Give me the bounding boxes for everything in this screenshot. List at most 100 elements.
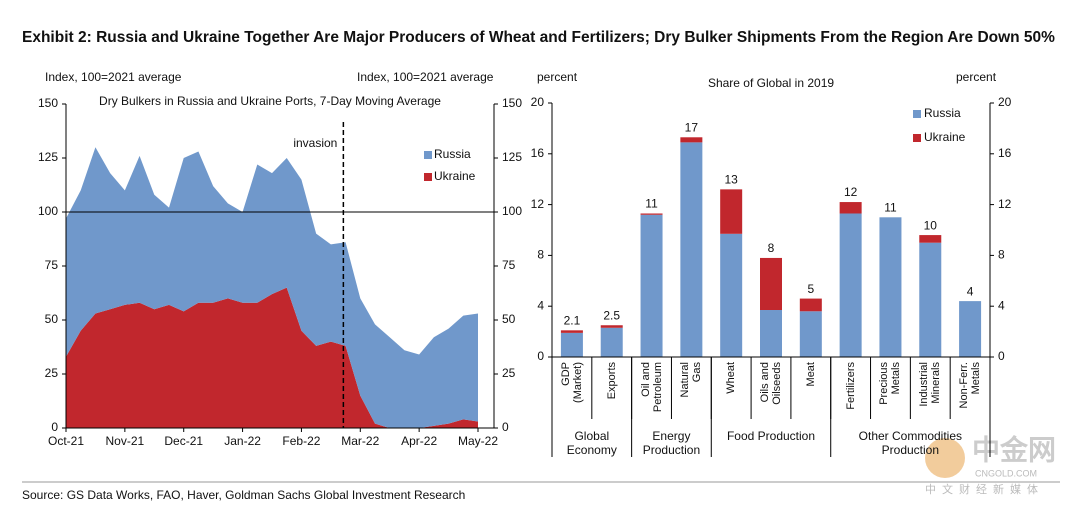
y2-tick-label: 75	[502, 258, 516, 272]
x-tick-label: Feb-22	[282, 434, 320, 448]
x-tick-label: Apr-22	[401, 434, 437, 448]
group-label: Other Commodities Production	[858, 429, 963, 457]
y-tick-label: 0	[51, 420, 58, 434]
chart-subtitle: Share of Global in 2019	[708, 76, 834, 90]
y-tick-label: 12	[531, 197, 545, 211]
x-tick-label: Jan-22	[224, 434, 261, 448]
x-tick-label: Mar-22	[341, 434, 379, 448]
x-tick-label: Dec-21	[164, 434, 203, 448]
bar-segment	[879, 217, 902, 357]
y2-axis-label: Index, 100=2021 average	[357, 70, 494, 84]
legend-label: Russia	[434, 147, 471, 161]
legend-label: Russia	[924, 106, 961, 120]
y-tick-label: 125	[38, 150, 58, 164]
y-tick-label: 25	[45, 366, 59, 380]
x-tick-label: Oct-21	[48, 434, 84, 448]
y2-tick-label: 100	[502, 204, 522, 218]
y-tick-label: 0	[537, 349, 544, 363]
watermark-logo-mark	[925, 438, 965, 478]
y-tick-label: 20	[531, 95, 545, 109]
bar-segment	[919, 242, 942, 357]
total-label: 2.1	[564, 314, 581, 328]
y2-tick-label: 8	[998, 248, 1005, 262]
y-tick-label: 8	[537, 248, 544, 262]
legend-label: Ukraine	[434, 169, 476, 183]
x-tick-label: Nov-21	[106, 434, 145, 448]
bar-segment	[959, 301, 982, 357]
y-tick-label: 150	[38, 96, 58, 110]
source-note: Source: GS Data Works, FAO, Haver, Goldm…	[22, 488, 465, 502]
total-label: 5	[807, 282, 814, 296]
area-0	[66, 147, 478, 428]
bar-segment	[919, 235, 942, 243]
exhibit-title: Exhibit 2: Russia and Ukraine Together A…	[22, 29, 1055, 46]
bar-segment	[560, 332, 583, 357]
bar-segment	[640, 213, 663, 215]
group-label: Global Economy	[566, 429, 617, 457]
y2-axis-label: percent	[956, 70, 997, 84]
chart-subtitle: Dry Bulkers in Russia and Ukraine Ports,…	[99, 94, 441, 108]
x-category-label: Precious Metals	[878, 362, 903, 405]
total-label: 11	[884, 200, 897, 214]
area-1	[66, 287, 478, 428]
y-tick-label: 50	[45, 312, 59, 326]
bar-segment	[799, 298, 822, 312]
bar-segment	[600, 325, 623, 328]
x-category-label: GDP (Market)	[559, 362, 584, 403]
y2-tick-label: 125	[502, 150, 522, 164]
x-category-label: Exports	[605, 362, 618, 400]
group-label: Food Production	[726, 429, 816, 443]
legend-swatch	[913, 134, 921, 142]
y-axis-label: percent	[537, 70, 578, 84]
watermark-tagline: 中文财经新媒体	[925, 482, 1044, 496]
bar-segment	[720, 233, 743, 357]
y2-tick-label: 150	[502, 96, 522, 110]
total-label: 13	[725, 173, 739, 187]
y-tick-label: 16	[531, 146, 545, 160]
bar-segment	[839, 213, 862, 357]
y-tick-label: 4	[537, 298, 544, 312]
bar-segment	[760, 257, 782, 311]
y-tick-label: 100	[38, 204, 58, 218]
legend-swatch	[913, 110, 921, 118]
total-label: 17	[685, 120, 699, 134]
bar-segment	[720, 189, 743, 234]
bar-segment	[680, 137, 703, 143]
watermark-logo: 中金网	[972, 433, 1056, 465]
bar-segment	[799, 311, 822, 357]
y-axis-label: Index, 100=2021 average	[45, 70, 182, 84]
bar-segment	[760, 310, 782, 357]
y2-tick-label: 16	[998, 146, 1012, 160]
bar-segment	[839, 202, 862, 214]
legend-swatch	[424, 151, 432, 159]
y2-tick-label: 0	[998, 349, 1005, 363]
y2-tick-label: 50	[502, 312, 516, 326]
x-category-label: Natural Gas	[679, 362, 704, 398]
bar-segment	[600, 327, 623, 357]
x-category-label: Oil and Petroleum	[639, 362, 664, 413]
x-tick-label: May-22	[458, 434, 498, 448]
legend-swatch	[424, 173, 432, 181]
watermark-domain: CNGOLD.COM	[975, 468, 1037, 478]
total-label: 2.5	[603, 308, 620, 322]
y2-tick-label: 0	[502, 420, 509, 434]
total-label: 4	[967, 284, 974, 298]
x-category-label: Fertilizers	[844, 362, 857, 410]
bar-segment	[560, 330, 583, 333]
x-category-label: Industrial Minerals	[918, 362, 943, 407]
y-tick-label: 75	[45, 258, 59, 272]
y2-tick-label: 4	[998, 298, 1005, 312]
total-label: 10	[924, 218, 938, 232]
legend-label: Ukraine	[924, 130, 966, 144]
total-label: 11	[645, 197, 658, 211]
x-category-label: Oils and Oilseeds	[759, 362, 783, 405]
bar-segment	[680, 142, 703, 357]
bar-segment	[640, 214, 663, 357]
x-category-label: Meat	[804, 362, 817, 387]
total-label: 8	[768, 241, 775, 255]
annotation: invasion	[293, 136, 337, 150]
x-category-label: Non-Ferr. Metals	[958, 362, 983, 409]
total-label: 12	[844, 185, 858, 199]
